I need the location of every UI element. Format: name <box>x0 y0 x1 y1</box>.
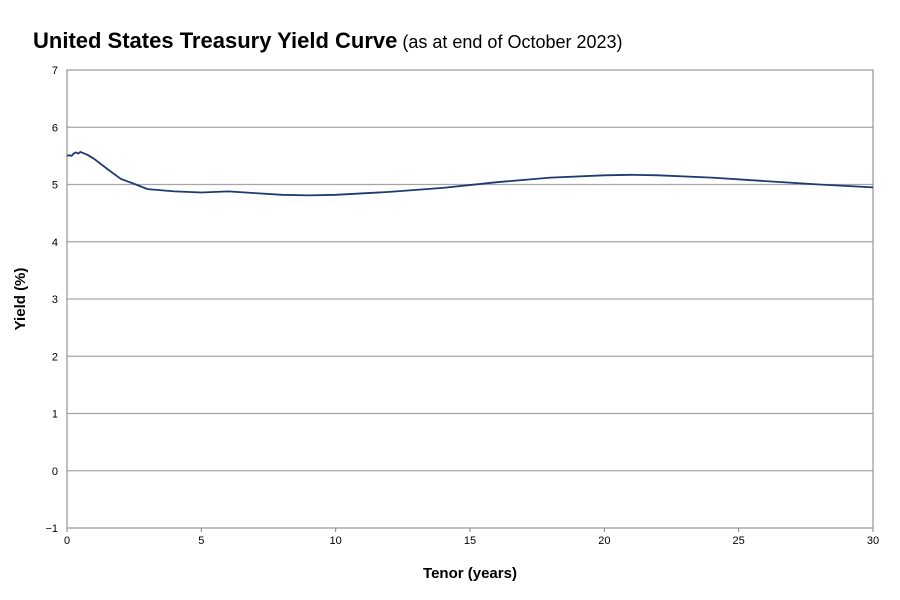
y-tick-label: 6 <box>52 122 58 134</box>
y-tick-label: 1 <box>52 409 58 421</box>
x-tick-label: 30 <box>867 535 879 547</box>
x-tick-label: 5 <box>198 535 204 547</box>
x-axis-title: Tenor (years) <box>423 565 517 582</box>
y-tick-label: 3 <box>52 294 58 306</box>
y-tick-label: 5 <box>52 180 58 192</box>
chart-title: United States Treasury Yield Curve (as at… <box>33 27 623 58</box>
chart-subtitle: (as at end of October 2023) <box>402 32 623 52</box>
y-tick-label: 2 <box>52 351 58 363</box>
y-tick-label: 0 <box>52 466 58 478</box>
y-tick-label: 7 <box>52 65 58 77</box>
x-tick-label: 10 <box>330 535 342 547</box>
axis-ticks: −1 0 1 2 3 4 5 6 7 0 5 10 15 20 25 30 <box>45 65 879 547</box>
x-tick-label: 0 <box>64 535 70 547</box>
y-tick-label: −1 <box>45 523 58 535</box>
y-axis-title: Yield (%) <box>12 268 29 331</box>
x-tick-label: 20 <box>598 535 610 547</box>
gridlines <box>67 126 873 472</box>
x-tick-label: 15 <box>464 535 476 547</box>
series-layer <box>66 150 874 197</box>
y-tick-label: 4 <box>52 237 58 249</box>
x-tick-label: 25 <box>733 535 745 547</box>
yield-curve-line-0 <box>66 150 874 197</box>
chart-title-main: United States Treasury Yield Curve <box>33 28 398 53</box>
